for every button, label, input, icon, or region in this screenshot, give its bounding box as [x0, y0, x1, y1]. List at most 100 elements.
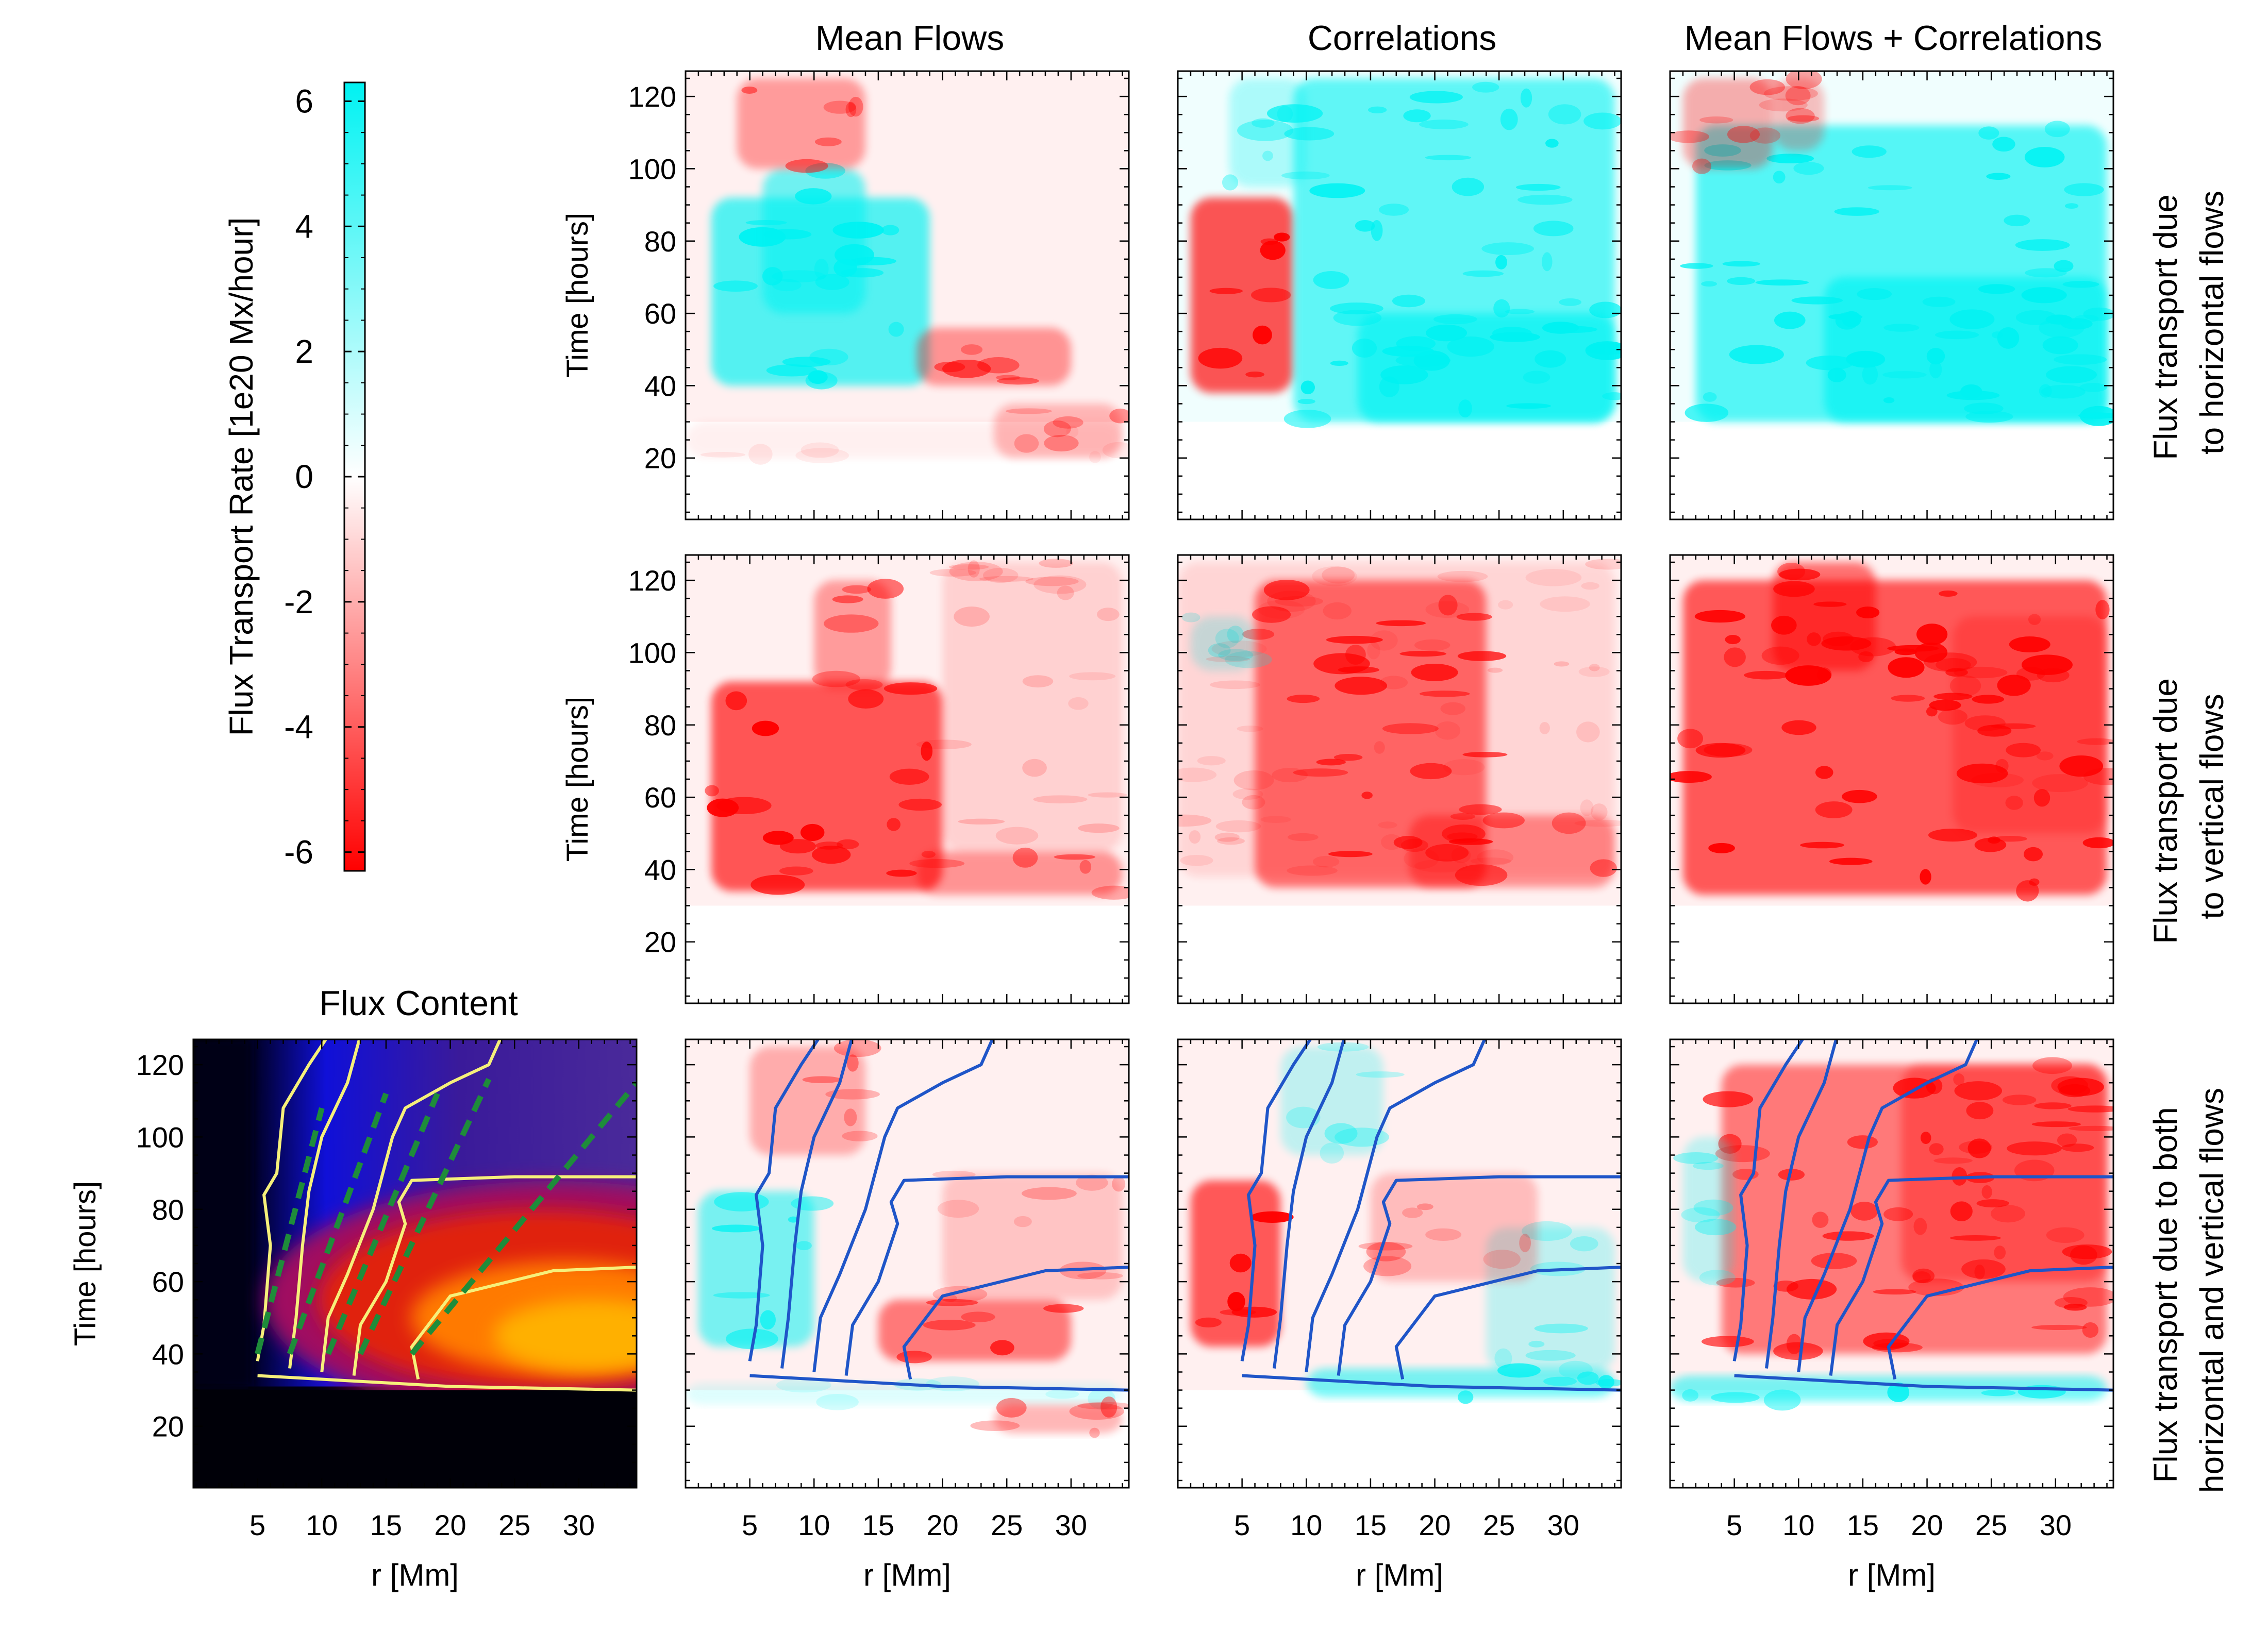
- heatmap-streak: [2095, 600, 2110, 619]
- heatmap-streak: [1025, 577, 1079, 586]
- heatmap-streak: [921, 742, 933, 761]
- heatmap-streak: [1195, 1317, 1222, 1327]
- flux-contour-blue: [748, 1039, 820, 1361]
- heatmap-streak: [1993, 836, 2027, 842]
- heatmap-streak: [1100, 1396, 1118, 1418]
- heatmap-streak: [812, 670, 860, 687]
- heatmap-streak: [1447, 336, 1494, 357]
- heatmap-streak: [1759, 98, 1808, 112]
- heatmap-streak: [2083, 768, 2113, 785]
- heatmap-streak: [2015, 239, 2070, 251]
- column-title-mean-flows-plus-correlations: Mean Flows + Correlations: [1685, 19, 2103, 58]
- y-axis-label: Time [hours]: [561, 697, 594, 862]
- heatmap-image: [686, 555, 1129, 1003]
- heatmap-streak: [1680, 263, 1713, 269]
- heatmap-streak: [1729, 345, 1784, 364]
- heatmap-streak: [1815, 801, 1853, 818]
- heatmap-streak: [1682, 1389, 1699, 1402]
- heatmap-streak: [1102, 442, 1129, 459]
- heatmap-streak: [2082, 1322, 2099, 1338]
- heatmap-streak: [1533, 221, 1574, 237]
- x-tick-label: 5: [742, 1509, 758, 1541]
- heatmap-streak: [763, 229, 812, 240]
- panel-heatmap-r3-c2: 5 10 15 20 25 30 r [Mm]: [1177, 1038, 1622, 1592]
- heatmap-streak: [726, 1328, 778, 1350]
- heatmap-streak: [1786, 71, 1822, 89]
- heatmap-streak: [1013, 1216, 1032, 1227]
- heatmap-streak: [888, 322, 904, 337]
- heatmap-streak: [1787, 115, 1820, 122]
- heatmap-streak: [1458, 1390, 1474, 1404]
- x-axis-label: r [Mm]: [863, 1558, 951, 1592]
- heatmap-streak: [1534, 1323, 1588, 1334]
- heatmap-streak: [1370, 630, 1398, 651]
- heatmap-streak: [1245, 371, 1264, 378]
- heatmap-streak: [2015, 310, 2057, 325]
- heatmap-streak: [1834, 207, 1879, 216]
- heatmap-streak: [1727, 277, 1756, 285]
- heatmap-streak: [848, 96, 863, 117]
- heatmap-streak: [1054, 854, 1096, 860]
- flux-contour-blue: [902, 1266, 1129, 1380]
- flux-contour-blue: [1305, 1039, 1487, 1372]
- heatmap-image: [686, 1039, 1129, 1488]
- colorbar-tick-label: -2: [284, 583, 313, 620]
- heatmap-streak: [1761, 646, 1799, 665]
- x-tick-label: 10: [306, 1509, 338, 1541]
- heatmap-streak: [1822, 1231, 1874, 1241]
- heatmap-streak: [1089, 451, 1101, 463]
- x-tick-label: 15: [370, 1509, 402, 1541]
- heatmap-streak: [1312, 855, 1340, 868]
- heatmap-streak: [796, 1241, 812, 1251]
- heatmap-streak: [1260, 240, 1286, 260]
- heatmap-streak: [1986, 173, 2011, 180]
- heatmap-streak: [1077, 1272, 1123, 1280]
- flux-contour-blue: [1337, 1175, 1621, 1376]
- heatmap-streak: [1323, 602, 1352, 620]
- colorbar-tick-label: 2: [295, 333, 313, 370]
- heatmap-streak: [2078, 412, 2113, 419]
- heatmap-streak: [1178, 767, 1217, 782]
- heatmap-streak: [1414, 859, 1468, 873]
- heatmap-region: [942, 562, 1123, 852]
- heatmap-streak: [2024, 146, 2065, 167]
- heatmap-streak: [1602, 392, 1621, 400]
- heatmap-streak: [2024, 847, 2043, 862]
- heatmap-streak: [752, 720, 779, 736]
- heatmap-streak: [1452, 177, 1485, 196]
- heatmap-region: [1229, 78, 1307, 187]
- dashed-trend-line: [358, 1078, 492, 1355]
- heatmap-streak: [1703, 392, 1717, 402]
- heatmap-streak: [1088, 792, 1127, 798]
- heatmap-streak: [1470, 857, 1511, 865]
- heatmap-streak: [1068, 697, 1089, 710]
- x-tick-label: 20: [1911, 1509, 1943, 1541]
- flux-contour-yellow: [320, 1039, 502, 1372]
- heatmap-streak: [1938, 709, 1968, 725]
- heatmap-streak: [833, 259, 857, 277]
- heatmap-streak: [1222, 174, 1239, 191]
- heatmap-streak: [1258, 600, 1305, 619]
- heatmap-streak: [1681, 1207, 1720, 1223]
- panel-heatmap-r1-c2: [1177, 70, 1622, 520]
- x-axis-label: r [Mm]: [1356, 1558, 1443, 1592]
- heatmap-streak: [1773, 171, 1786, 184]
- heatmap-streak: [1786, 108, 1815, 124]
- heatmap-streak: [1852, 145, 1887, 158]
- heatmap-streak: [1437, 570, 1488, 582]
- heatmap-streak: [1949, 675, 1981, 697]
- heatmap-streak: [1300, 380, 1315, 395]
- x-tick-label: 25: [498, 1509, 530, 1541]
- colorbar-tick-label: 6: [295, 82, 313, 120]
- heatmap-streak: [1693, 1199, 1733, 1216]
- heatmap-streak: [1356, 1071, 1405, 1078]
- dashed-trend-line: [409, 1081, 637, 1356]
- heatmap-streak: [1766, 154, 1814, 164]
- flux-contour-yellow: [288, 1039, 361, 1369]
- heatmap-streak: [1964, 715, 2006, 731]
- heatmap-streak: [887, 818, 901, 831]
- heatmap-streak: [977, 357, 1020, 374]
- heatmap-streak: [814, 258, 829, 279]
- heatmap-streak: [2061, 318, 2093, 330]
- heatmap-streak: [782, 357, 831, 367]
